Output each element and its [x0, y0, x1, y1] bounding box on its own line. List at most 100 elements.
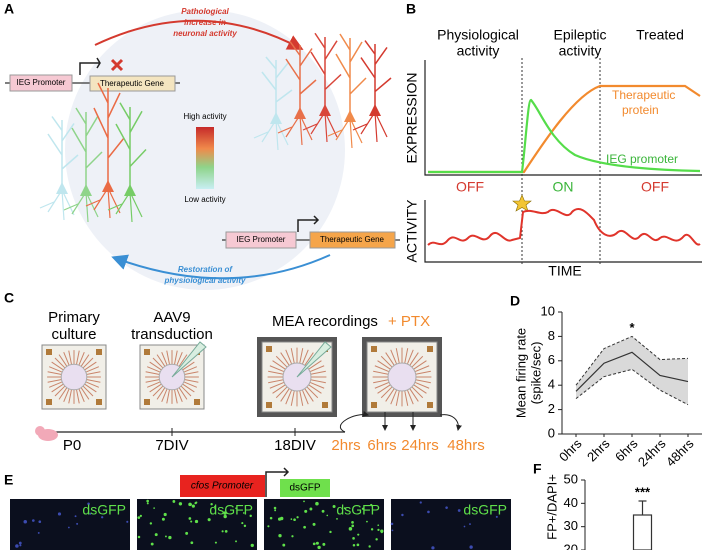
curve-label: protein — [622, 103, 659, 117]
cell — [150, 542, 154, 546]
axon — [352, 111, 388, 143]
pad — [322, 402, 328, 408]
time-label: 48hrs — [447, 437, 485, 454]
cell — [23, 520, 28, 524]
gene-box — [309, 231, 396, 249]
cell — [377, 524, 380, 527]
cell — [463, 525, 466, 528]
cell — [19, 544, 22, 547]
soma — [369, 104, 381, 116]
cell — [188, 502, 192, 507]
pad — [266, 402, 272, 408]
pad — [46, 349, 52, 355]
timeline-label: 7DIV — [155, 437, 188, 454]
cell — [243, 524, 247, 528]
soma — [56, 182, 68, 194]
pad — [427, 346, 433, 352]
image-label: dsGFP — [209, 502, 253, 518]
soma — [344, 110, 356, 122]
cell — [309, 507, 313, 511]
activity-scale — [196, 127, 214, 189]
pipette — [296, 341, 332, 378]
arrow-text: physiological activity — [164, 276, 246, 285]
axon — [327, 117, 363, 149]
micrograph — [137, 499, 257, 550]
cell — [101, 516, 104, 519]
y-tick-label: 4 — [548, 377, 555, 392]
cell — [377, 528, 380, 531]
cell — [146, 499, 149, 503]
promoter-curve — [428, 98, 701, 174]
cell — [431, 546, 435, 550]
cell — [242, 512, 245, 514]
arrow-text: Restoration of — [178, 265, 234, 274]
timeline-label: 18DIV — [274, 437, 316, 454]
cell — [351, 521, 354, 524]
cell — [87, 502, 90, 506]
pad — [371, 402, 377, 408]
dendrite — [335, 33, 367, 118]
axes — [424, 60, 702, 176]
dendrite — [93, 82, 125, 188]
y-label: Mean firing rate — [513, 328, 528, 418]
cell — [164, 535, 167, 538]
cell — [194, 519, 199, 524]
cell — [190, 541, 194, 545]
soma — [319, 104, 331, 116]
cell — [249, 514, 252, 518]
cell — [457, 509, 461, 512]
cell — [137, 535, 141, 539]
y-label: EXPRESSION — [404, 72, 420, 163]
mean-line — [575, 351, 689, 392]
cell — [214, 541, 217, 544]
cell — [172, 500, 176, 503]
pad — [96, 399, 102, 405]
well — [60, 363, 88, 391]
cell — [279, 516, 284, 521]
cell — [293, 518, 296, 522]
cell — [469, 523, 471, 525]
panel-b: B Physiological activity Epileptic activ… — [404, 1, 702, 279]
dendrite — [261, 56, 293, 120]
phase-label: Epileptic — [554, 27, 607, 43]
significance: *** — [635, 484, 651, 499]
y-tick-label: 50 — [564, 471, 578, 486]
promoter-box — [180, 475, 265, 497]
cell — [326, 514, 329, 517]
soma — [124, 184, 136, 196]
cell — [267, 525, 270, 528]
cell — [57, 512, 62, 516]
range-band — [576, 336, 688, 405]
cell — [235, 507, 237, 510]
bar — [632, 514, 653, 550]
cell — [352, 544, 356, 547]
curve-label: Therapeutic — [612, 88, 675, 102]
cell — [210, 503, 213, 506]
cell — [322, 542, 326, 546]
panel-label: B — [406, 1, 416, 17]
cross — [110, 58, 124, 72]
images: dsGFP dsGFP dsGFP dsGFP — [10, 499, 511, 550]
panel-e: E cfos Promoter dsGFP dsGFP dsGFP dsGFP dsG… — [4, 467, 511, 550]
cell — [296, 516, 299, 519]
cell — [445, 506, 448, 509]
axon — [277, 114, 313, 146]
promoter-text: cfos Promoter — [191, 481, 254, 492]
y-tick-label: 30 — [564, 518, 578, 533]
time-label: 24hrs — [401, 437, 439, 454]
x-tick-label: 48hrs — [663, 436, 697, 470]
timeline-label: P0 — [63, 437, 81, 454]
y-tick-label: 2 — [548, 401, 555, 416]
cell — [153, 507, 155, 509]
cell — [154, 533, 158, 537]
pad — [194, 399, 200, 405]
upper-bound — [575, 335, 689, 386]
time-label: 6hrs — [367, 437, 396, 454]
axon — [85, 187, 121, 219]
significance: * — [629, 320, 635, 335]
cell — [37, 531, 40, 534]
micrograph — [10, 499, 130, 550]
cell — [312, 542, 316, 546]
cell — [282, 543, 286, 547]
